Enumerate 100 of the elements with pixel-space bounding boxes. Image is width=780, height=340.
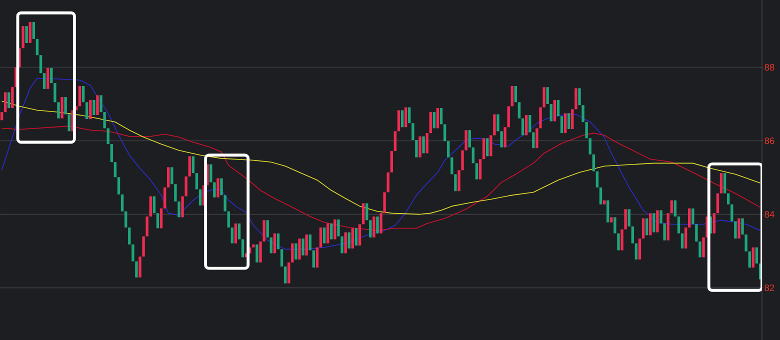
candlestick [60, 97, 64, 118]
candlestick [160, 208, 163, 228]
line-series [1, 100, 761, 215]
candlestick [354, 228, 358, 246]
candlestick [85, 102, 88, 120]
candlestick [110, 144, 113, 162]
candlestick [692, 208, 694, 224]
candlestick [22, 26, 24, 48]
candlestick [507, 106, 510, 128]
candlestick [422, 136, 425, 154]
candlestick [461, 150, 464, 170]
candlestick [128, 228, 131, 244]
candlestick [631, 226, 634, 244]
candlestick [677, 216, 680, 234]
y-tick-label: 86 [764, 137, 774, 144]
candlestick [181, 196, 184, 218]
candlestick [432, 112, 436, 128]
line-series [1, 78, 761, 250]
candlestick [684, 228, 688, 248]
candlestick [642, 218, 645, 239]
candlestick [132, 244, 134, 262]
candlestick [142, 236, 145, 257]
candlestick [518, 102, 521, 118]
candlestick [92, 100, 96, 116]
candlestick [32, 22, 36, 39]
candlestick [482, 138, 486, 160]
candlestick [25, 26, 28, 43]
candlestick [695, 224, 698, 242]
candlestick [592, 154, 596, 172]
candlestick [475, 163, 478, 180]
candlestick [440, 108, 443, 124]
candlestick [620, 229, 624, 250]
candlestick [358, 224, 362, 246]
candlestick [224, 195, 226, 212]
candlestick [252, 244, 255, 248]
candlestick [560, 116, 564, 134]
y-tick-label: 82 [764, 284, 774, 292]
candlestick [628, 209, 630, 226]
candlestick [28, 22, 32, 43]
candlestick [334, 219, 336, 240]
candlestick [298, 238, 301, 260]
candlestick [78, 86, 82, 106]
candlestick [188, 156, 191, 176]
candlestick [216, 178, 220, 198]
candlestick [96, 95, 99, 116]
candlestick [369, 220, 372, 238]
candlestick [397, 110, 400, 132]
candlestick [450, 157, 454, 174]
candlestick [152, 196, 156, 214]
candlestick [11, 87, 14, 108]
candlestick [312, 250, 316, 268]
candlestick [496, 114, 500, 132]
candlestick [50, 68, 53, 84]
candlestick [614, 217, 616, 234]
candlestick [542, 87, 546, 108]
candlestick [106, 128, 110, 144]
candlestick [57, 102, 60, 118]
candlestick [146, 216, 148, 236]
candlestick [500, 131, 503, 148]
candlestick [351, 228, 354, 248]
candlestick [556, 100, 560, 116]
candlestick [238, 223, 241, 240]
candlestick [660, 210, 662, 224]
candlestick [124, 211, 128, 228]
candlestick [606, 200, 610, 222]
candlestick [670, 200, 673, 214]
candlestick [638, 238, 642, 260]
candlestick [472, 147, 475, 164]
candlestick [617, 233, 620, 250]
candlestick [596, 171, 599, 188]
candlestick [213, 182, 216, 198]
candlestick [550, 104, 552, 122]
candlestick [184, 176, 188, 196]
candlestick [163, 187, 166, 208]
candlestick [340, 236, 344, 254]
candlestick [220, 178, 223, 196]
candlestick [291, 243, 294, 262]
candlestick [454, 174, 457, 192]
candlestick [64, 97, 67, 114]
candlestick [564, 113, 567, 134]
candlestick [634, 243, 638, 260]
candlestick [348, 232, 350, 248]
candlestick [284, 266, 287, 284]
candlestick [280, 249, 284, 266]
candlestick [305, 234, 308, 256]
candlestick [170, 167, 174, 184]
candlestick [624, 209, 627, 230]
candlestick [426, 133, 428, 154]
candlestick [68, 114, 70, 132]
candlestick [39, 55, 42, 74]
candlestick [241, 239, 244, 258]
candlestick [585, 122, 588, 138]
y-tick-label: 84 [764, 211, 774, 218]
candlestick [103, 112, 106, 128]
candlestick [716, 193, 720, 214]
candlestick [510, 86, 514, 106]
candlestick [294, 243, 298, 260]
candlestick [504, 127, 506, 148]
candlestick [178, 201, 180, 218]
candlestick [259, 241, 262, 262]
